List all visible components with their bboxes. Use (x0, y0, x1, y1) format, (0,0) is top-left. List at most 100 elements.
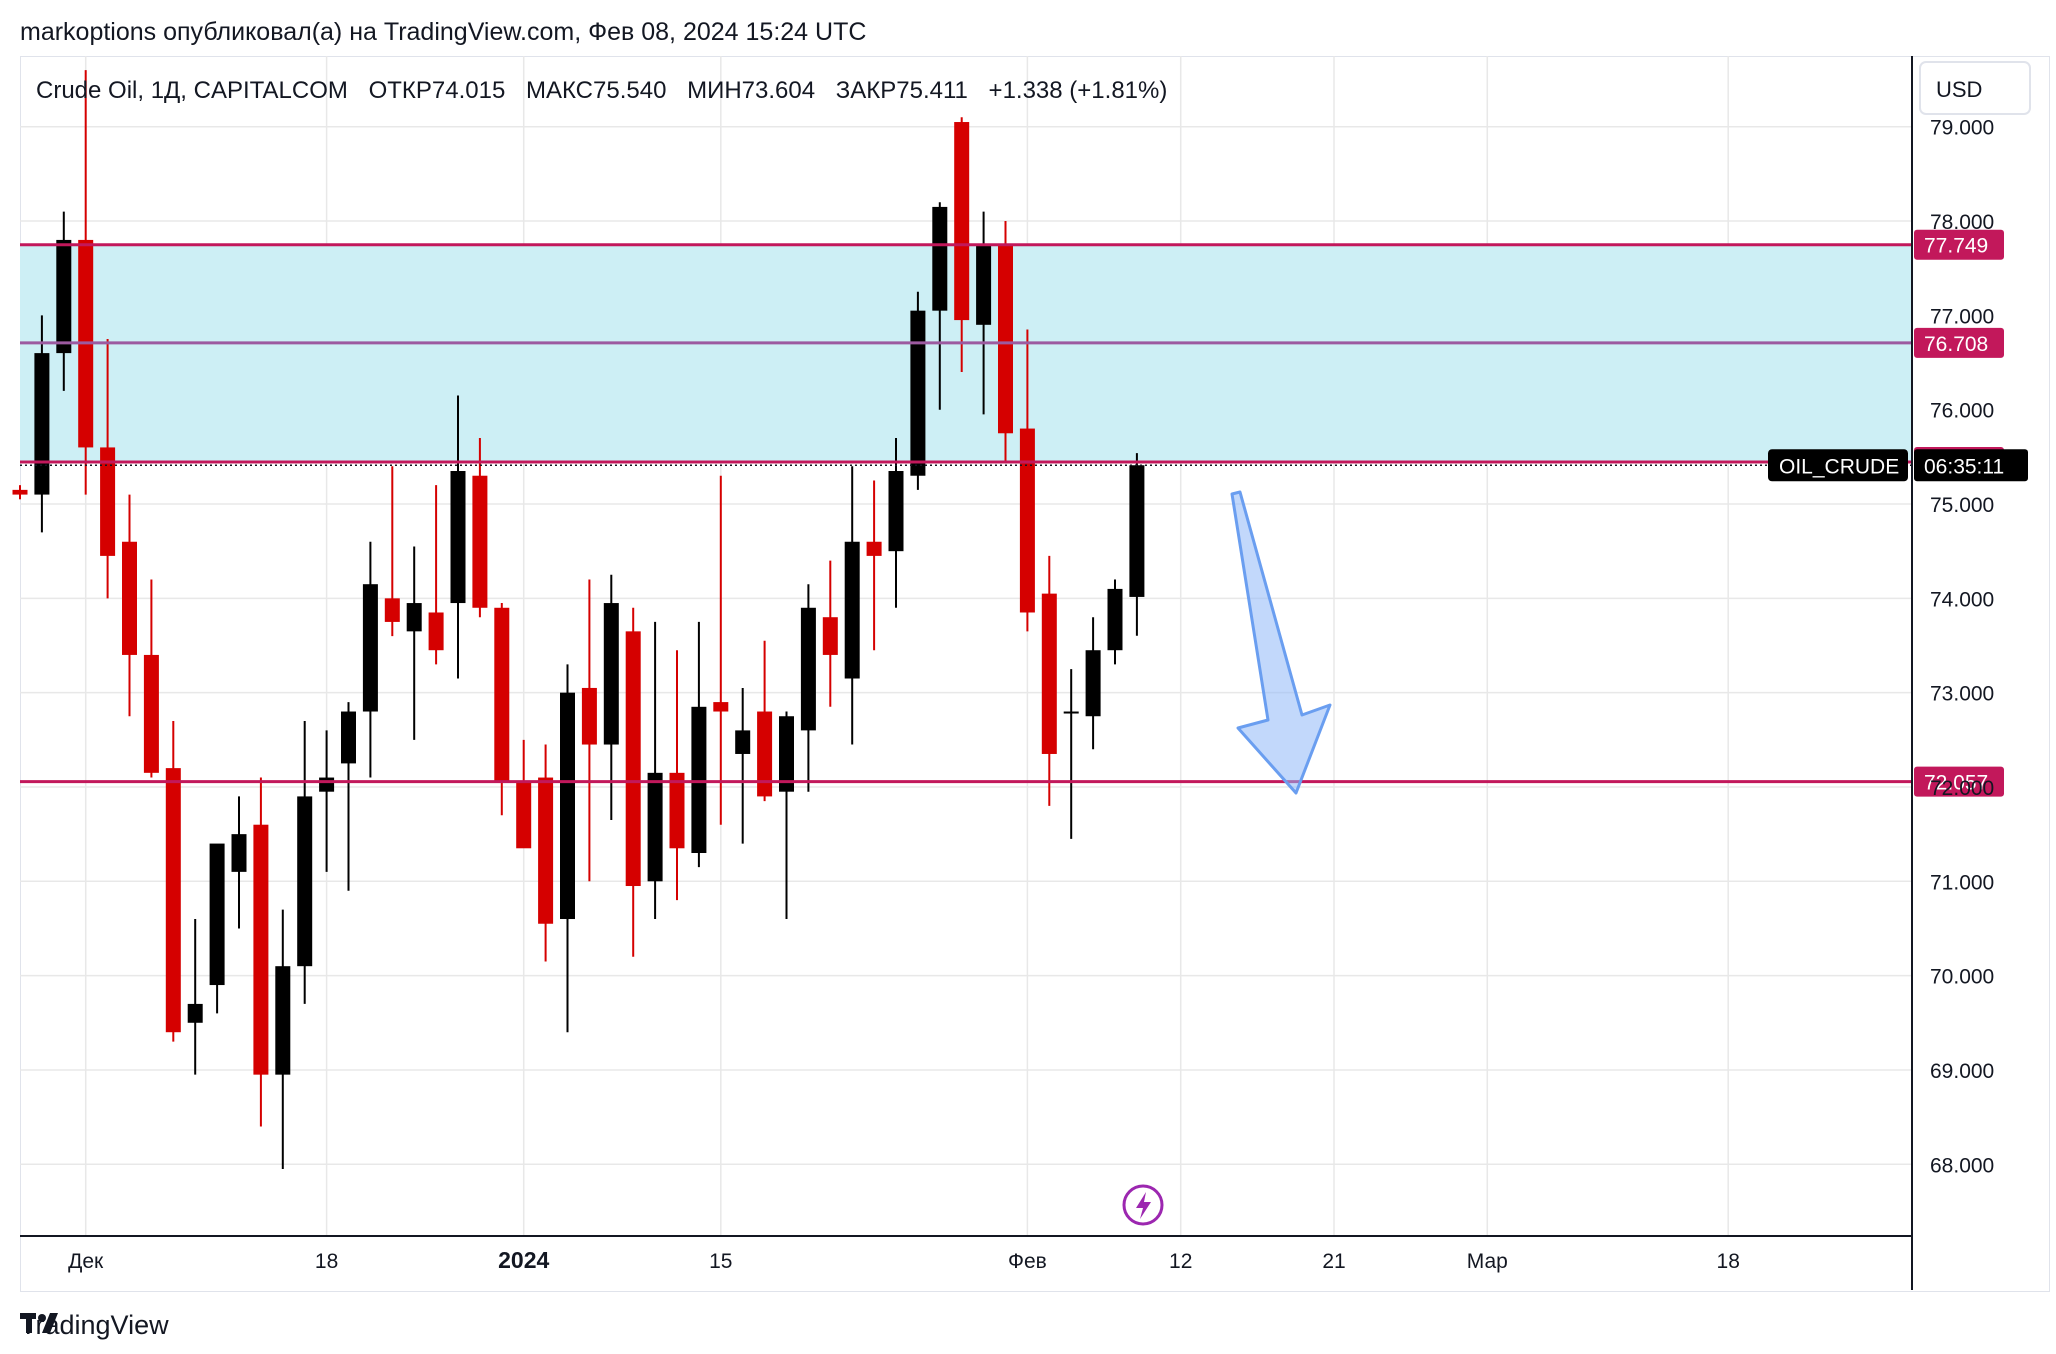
candle (779, 711, 794, 920)
candle-body (603, 603, 619, 745)
y-tick-label: 74.000 (1930, 588, 1994, 611)
candle (34, 315, 50, 533)
candle (603, 574, 619, 820)
y-tick-label: 70.000 (1930, 966, 1994, 989)
y-tick-label: 76.000 (1930, 400, 1994, 423)
candle-body (384, 598, 400, 622)
candle-body (866, 541, 882, 556)
legend-change: +1.338 (+1.81%) (989, 77, 1168, 104)
candle-body (538, 777, 554, 924)
candle (538, 744, 554, 962)
y-tick-label: 77.000 (1930, 305, 1994, 328)
candle-body (122, 541, 137, 655)
candle (516, 739, 532, 849)
candle-body (822, 617, 838, 655)
candle-body (625, 631, 641, 887)
currency-button[interactable]: USD (1919, 61, 2031, 115)
candle (100, 338, 116, 599)
candle (691, 621, 707, 868)
candle (560, 664, 575, 1033)
candle-body (275, 966, 291, 1075)
legend-low-label: МИН (687, 77, 742, 104)
candle-body (100, 447, 116, 556)
axes: 68.000 69.000 70.000 71.000 72.000 73.000 74.0… (20, 56, 1994, 1290)
candle-body (1041, 593, 1057, 754)
ohlc-legend: Crude Oil, 1Д, CAPITALCOM ОТКР74.015 МАК… (36, 77, 1167, 104)
legend-low: 73.604 (742, 77, 815, 104)
candle (275, 909, 291, 1169)
candle (319, 730, 335, 872)
candle-body (757, 711, 773, 797)
legend-close: 75.411 (896, 77, 968, 104)
legend-open: 74.015 (432, 77, 505, 104)
candle-body (209, 843, 225, 986)
candle (494, 603, 510, 816)
candle (735, 687, 751, 844)
footer: TradingView (20, 1310, 169, 1341)
candle-body (669, 772, 685, 849)
candle-body (932, 206, 948, 311)
candle (209, 843, 225, 1014)
symbol-tag-bg (1768, 449, 1908, 482)
svg-text:Crude Oil, 1Д, CAPITALCOM: Crude Oil, 1Д, CAPITALCOM ОТКР74.015 МАК… (36, 77, 1167, 104)
candle-body (341, 711, 356, 764)
candle-body (1063, 711, 1079, 714)
candle-body (34, 353, 50, 495)
candle-body (187, 1003, 203, 1023)
candle-body (735, 730, 751, 754)
candle (866, 480, 882, 651)
candle-body (12, 489, 28, 495)
x-tick-label: 18 (315, 1250, 338, 1273)
candle (362, 541, 378, 778)
candle (1085, 617, 1101, 750)
candle (341, 702, 356, 891)
candle-body (560, 692, 575, 920)
chart-frame (20, 56, 2050, 1292)
candle-body (713, 702, 729, 712)
candle (1063, 669, 1079, 839)
level-label-bg (1914, 766, 2004, 797)
candle-body (143, 654, 159, 773)
candle (1019, 329, 1035, 632)
level-label: 77.749 (1924, 235, 1988, 258)
candle-body (450, 471, 466, 604)
candle-body (998, 244, 1013, 434)
y-tick-label: 78.000 (1930, 211, 1994, 234)
y-tick-label: 68.000 (1930, 1154, 1994, 1177)
level-label-bg (1914, 327, 2004, 358)
candle (888, 437, 904, 608)
candle-body (779, 716, 794, 792)
legend-open-label: ОТКР (369, 77, 432, 104)
down-arrow-shape[interactable] (1230, 490, 1332, 795)
candle (253, 777, 269, 1127)
candle (187, 919, 203, 1075)
candle-body (647, 772, 663, 882)
candle-body (844, 541, 860, 679)
y-tick-label: 73.000 (1930, 683, 1994, 706)
legend-high: 75.540 (593, 77, 666, 104)
legend-high-label: МАКС (526, 77, 593, 104)
y-tick-label: 72.000 (1930, 777, 1994, 800)
candle (1129, 453, 1145, 636)
candles (12, 70, 1145, 1169)
publish-header: markoptions опубликовал(а) на TradingVie… (20, 18, 867, 46)
candle-body (1085, 650, 1101, 717)
lightning-icon[interactable] (1122, 1184, 1164, 1226)
legend-close-label: ЗАКР (836, 77, 897, 104)
footer-brand: TradingView (20, 1310, 169, 1340)
candle-body (888, 471, 904, 552)
candle (297, 720, 313, 1004)
candle-body (231, 834, 247, 872)
candle-body (319, 777, 335, 792)
candle-body (253, 824, 269, 1075)
candle-body (406, 603, 422, 632)
candle-body (472, 475, 488, 608)
y-tick-label: 75.000 (1930, 494, 1994, 517)
candle (428, 485, 444, 665)
horizontal-levels: 77.74976.70875.44672.057OIL_CRUDE06:35:1… (20, 229, 2028, 797)
candle (56, 211, 72, 391)
level-label-bg (1914, 229, 2004, 260)
level-label: 76.708 (1924, 333, 1988, 356)
candle-body (954, 122, 970, 321)
price-chart[interactable]: 77.74976.70875.44672.057OIL_CRUDE06:35:1… (0, 0, 2056, 1300)
